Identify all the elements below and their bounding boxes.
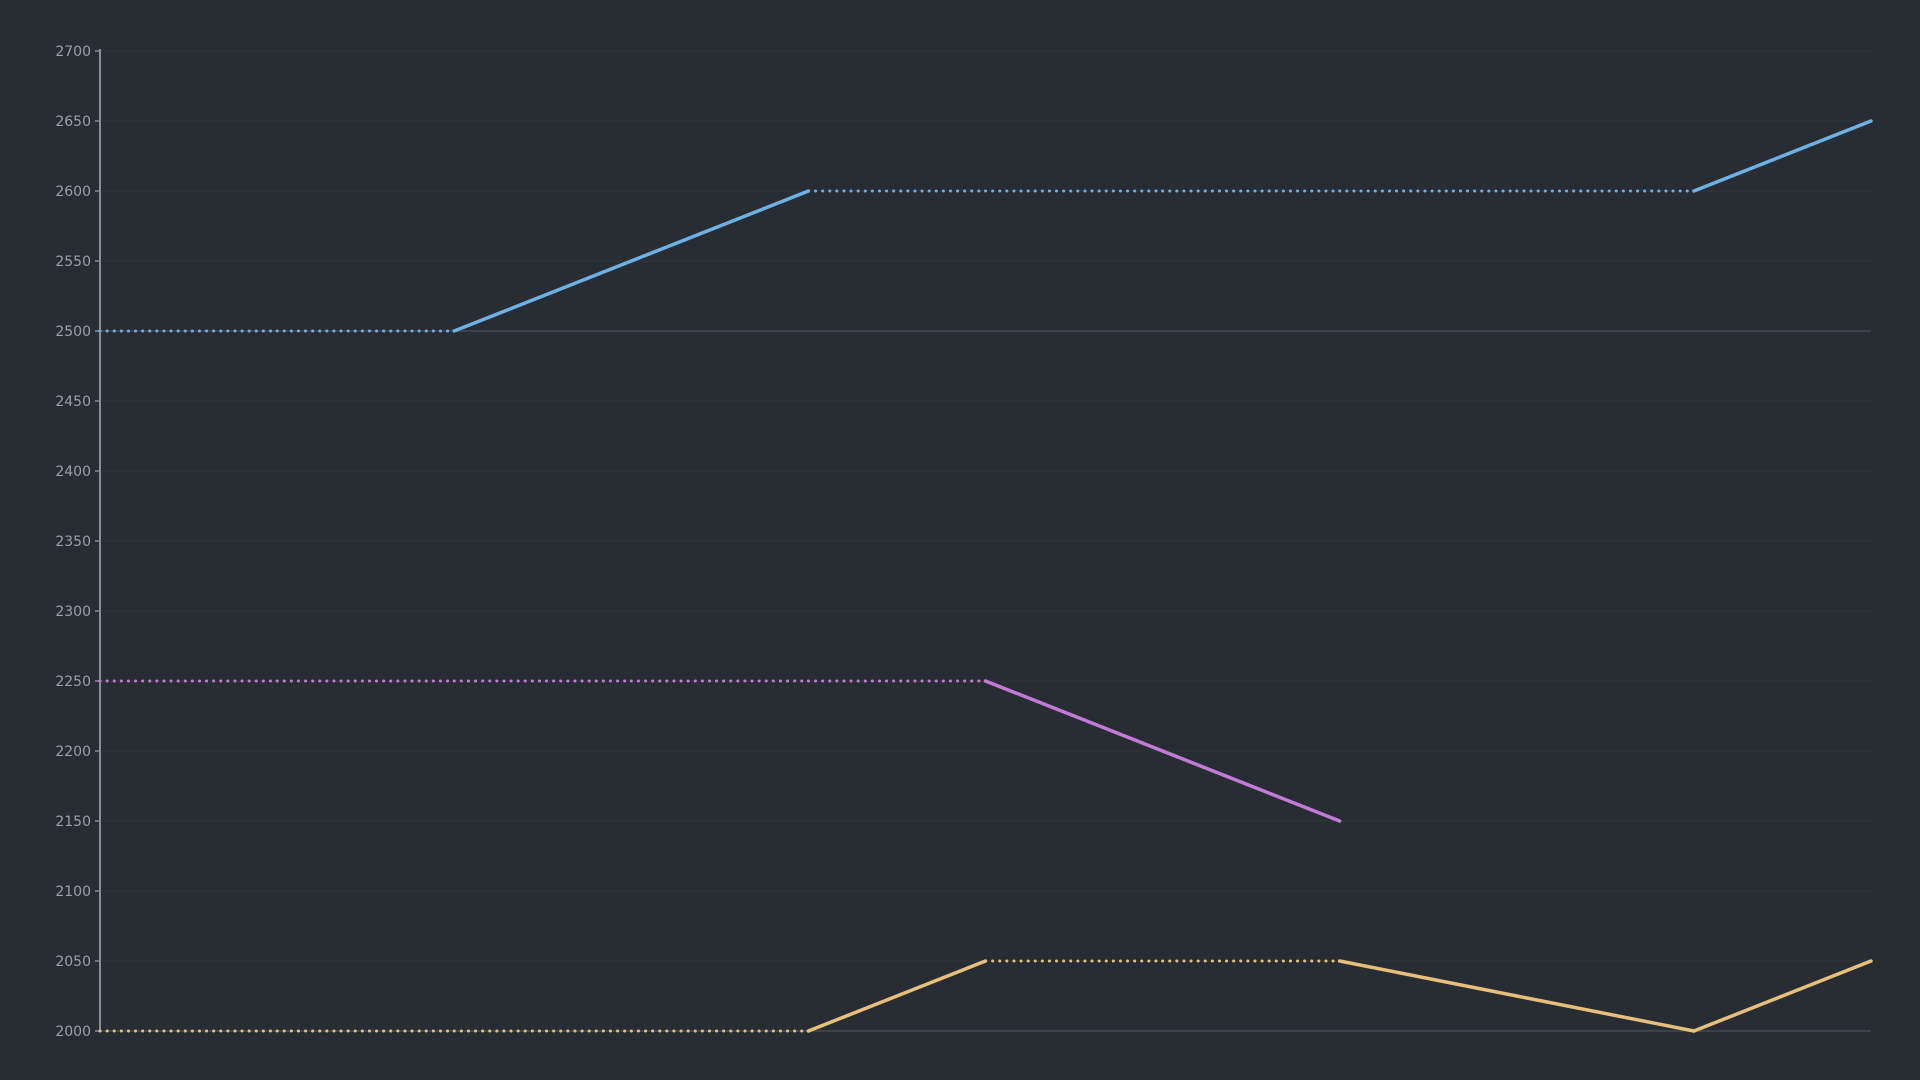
series-segment-solid — [806, 959, 988, 1033]
y-tick-label: 2300 — [55, 604, 91, 620]
series-segment-solid — [629, 189, 811, 263]
y-tick-label: 2500 — [55, 324, 91, 340]
y-tick-label: 2350 — [55, 534, 91, 550]
y-tick-label: 2700 — [55, 44, 91, 60]
y-tick-label: 2650 — [55, 114, 91, 130]
y-tick-label: 2400 — [55, 464, 91, 480]
y-tick-label: 2200 — [55, 744, 91, 760]
y-tick-label: 2450 — [55, 394, 91, 410]
series-segment-solid — [452, 259, 634, 333]
series-segment-solid — [983, 679, 1165, 753]
y-tick-label: 2550 — [55, 254, 91, 270]
y-tick-label: 2050 — [55, 954, 91, 970]
y-tick-label: 2000 — [55, 1024, 91, 1040]
chart-grid — [100, 50, 1871, 1032]
series-segment-solid — [1160, 749, 1342, 823]
series-segment-solid — [1692, 119, 1873, 193]
y-tick-label: 2250 — [55, 674, 91, 690]
series-1 — [98, 119, 1873, 333]
series-segment-solid — [1515, 994, 1696, 1033]
y-tick-label: 2150 — [55, 814, 91, 830]
series-segment-solid — [1337, 959, 1519, 998]
series-3 — [98, 959, 1873, 1033]
y-tick-label: 2100 — [55, 884, 91, 900]
y-axis-ticks: 2000 2050 2100 2150 2200 2250 2300 2350 2400 2450… — [55, 44, 100, 1040]
chart-series — [98, 119, 1873, 1033]
series-segment-solid — [1692, 959, 1873, 1033]
y-tick-label: 2600 — [55, 184, 91, 200]
series-2 — [98, 679, 1342, 823]
